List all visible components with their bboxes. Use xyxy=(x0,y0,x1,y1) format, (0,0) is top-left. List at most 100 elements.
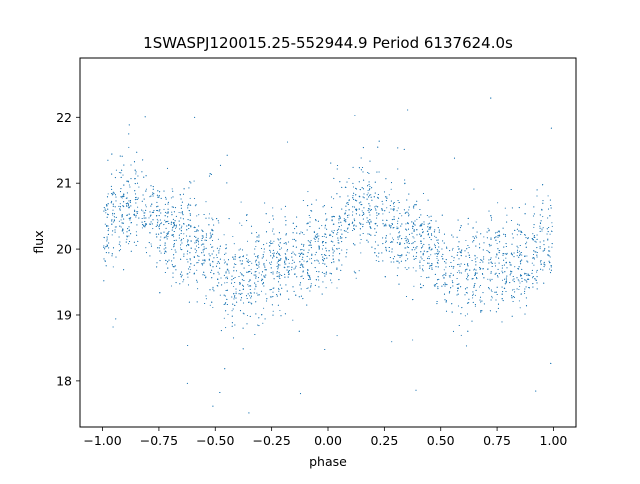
data-point xyxy=(368,189,371,191)
data-point xyxy=(419,233,421,235)
data-point xyxy=(453,259,455,262)
data-point xyxy=(167,216,169,218)
data-point xyxy=(396,210,398,212)
data-point xyxy=(338,247,340,249)
data-point xyxy=(325,247,327,249)
data-point xyxy=(239,260,241,262)
data-point xyxy=(427,230,429,232)
data-point xyxy=(194,230,196,233)
data-point xyxy=(467,252,469,254)
data-point xyxy=(141,217,143,220)
data-point xyxy=(341,241,343,243)
data-point xyxy=(434,245,436,247)
data-point xyxy=(506,214,508,216)
data-point xyxy=(315,199,317,201)
data-point xyxy=(105,252,107,254)
data-point xyxy=(112,191,114,193)
data-point xyxy=(136,182,139,184)
data-point xyxy=(129,201,131,203)
data-point xyxy=(246,323,248,325)
data-point xyxy=(142,224,144,226)
data-point xyxy=(442,240,444,242)
data-point xyxy=(328,255,330,257)
data-point xyxy=(456,287,459,289)
data-point xyxy=(413,230,415,232)
data-point xyxy=(548,226,550,229)
data-point xyxy=(521,254,523,256)
data-point xyxy=(225,272,227,274)
data-point xyxy=(348,177,350,180)
data-point xyxy=(179,194,181,196)
data-point xyxy=(362,188,365,190)
data-point xyxy=(504,283,506,285)
data-point xyxy=(246,314,249,317)
data-point xyxy=(355,194,357,196)
data-point xyxy=(404,267,406,269)
data-point xyxy=(540,220,542,222)
data-point xyxy=(452,236,454,238)
data-point xyxy=(271,304,273,306)
data-point xyxy=(295,240,297,242)
data-point xyxy=(288,273,290,275)
data-point xyxy=(469,256,471,259)
data-point xyxy=(249,285,251,287)
data-point xyxy=(517,279,519,281)
data-point xyxy=(104,260,106,262)
data-point xyxy=(270,240,272,242)
data-point xyxy=(474,258,476,260)
data-point xyxy=(300,263,303,265)
data-point xyxy=(195,230,198,232)
data-point xyxy=(170,197,172,199)
data-point xyxy=(393,210,395,212)
data-point xyxy=(309,225,311,228)
data-point xyxy=(255,255,257,258)
data-point xyxy=(348,214,350,216)
data-point xyxy=(491,265,493,268)
data-point xyxy=(326,218,328,220)
data-point xyxy=(261,280,263,282)
data-point xyxy=(301,258,303,260)
data-point xyxy=(475,261,477,263)
data-point xyxy=(128,206,130,208)
data-point xyxy=(495,299,497,301)
data-point xyxy=(501,298,503,300)
data-point xyxy=(307,252,309,254)
data-point xyxy=(225,248,227,250)
data-point xyxy=(115,196,117,198)
data-point xyxy=(157,220,159,222)
data-point xyxy=(160,222,163,224)
data-point xyxy=(389,256,391,259)
data-point xyxy=(234,258,236,260)
data-point xyxy=(330,234,332,236)
data-point xyxy=(369,160,371,162)
data-point xyxy=(130,178,132,180)
data-point xyxy=(330,240,332,242)
data-point xyxy=(375,255,378,257)
data-point xyxy=(249,279,252,281)
data-point xyxy=(180,204,182,206)
data-point xyxy=(298,296,300,298)
data-point xyxy=(336,229,338,231)
data-point xyxy=(188,224,190,226)
data-point xyxy=(339,237,341,239)
data-point xyxy=(164,215,166,217)
data-point xyxy=(180,244,182,246)
data-point xyxy=(321,293,323,295)
data-point xyxy=(120,188,122,190)
data-point xyxy=(123,269,125,271)
data-point xyxy=(265,293,267,295)
data-point xyxy=(362,147,364,149)
data-point xyxy=(486,237,488,239)
data-point xyxy=(457,246,459,248)
data-point xyxy=(233,258,235,260)
data-point xyxy=(480,311,482,313)
data-point xyxy=(157,222,159,224)
data-point xyxy=(397,267,399,269)
data-point xyxy=(254,288,256,290)
data-point xyxy=(234,324,236,326)
data-point xyxy=(264,266,266,268)
data-point xyxy=(542,269,544,271)
data-point xyxy=(490,271,492,273)
data-point xyxy=(548,246,550,248)
data-point xyxy=(270,267,272,269)
